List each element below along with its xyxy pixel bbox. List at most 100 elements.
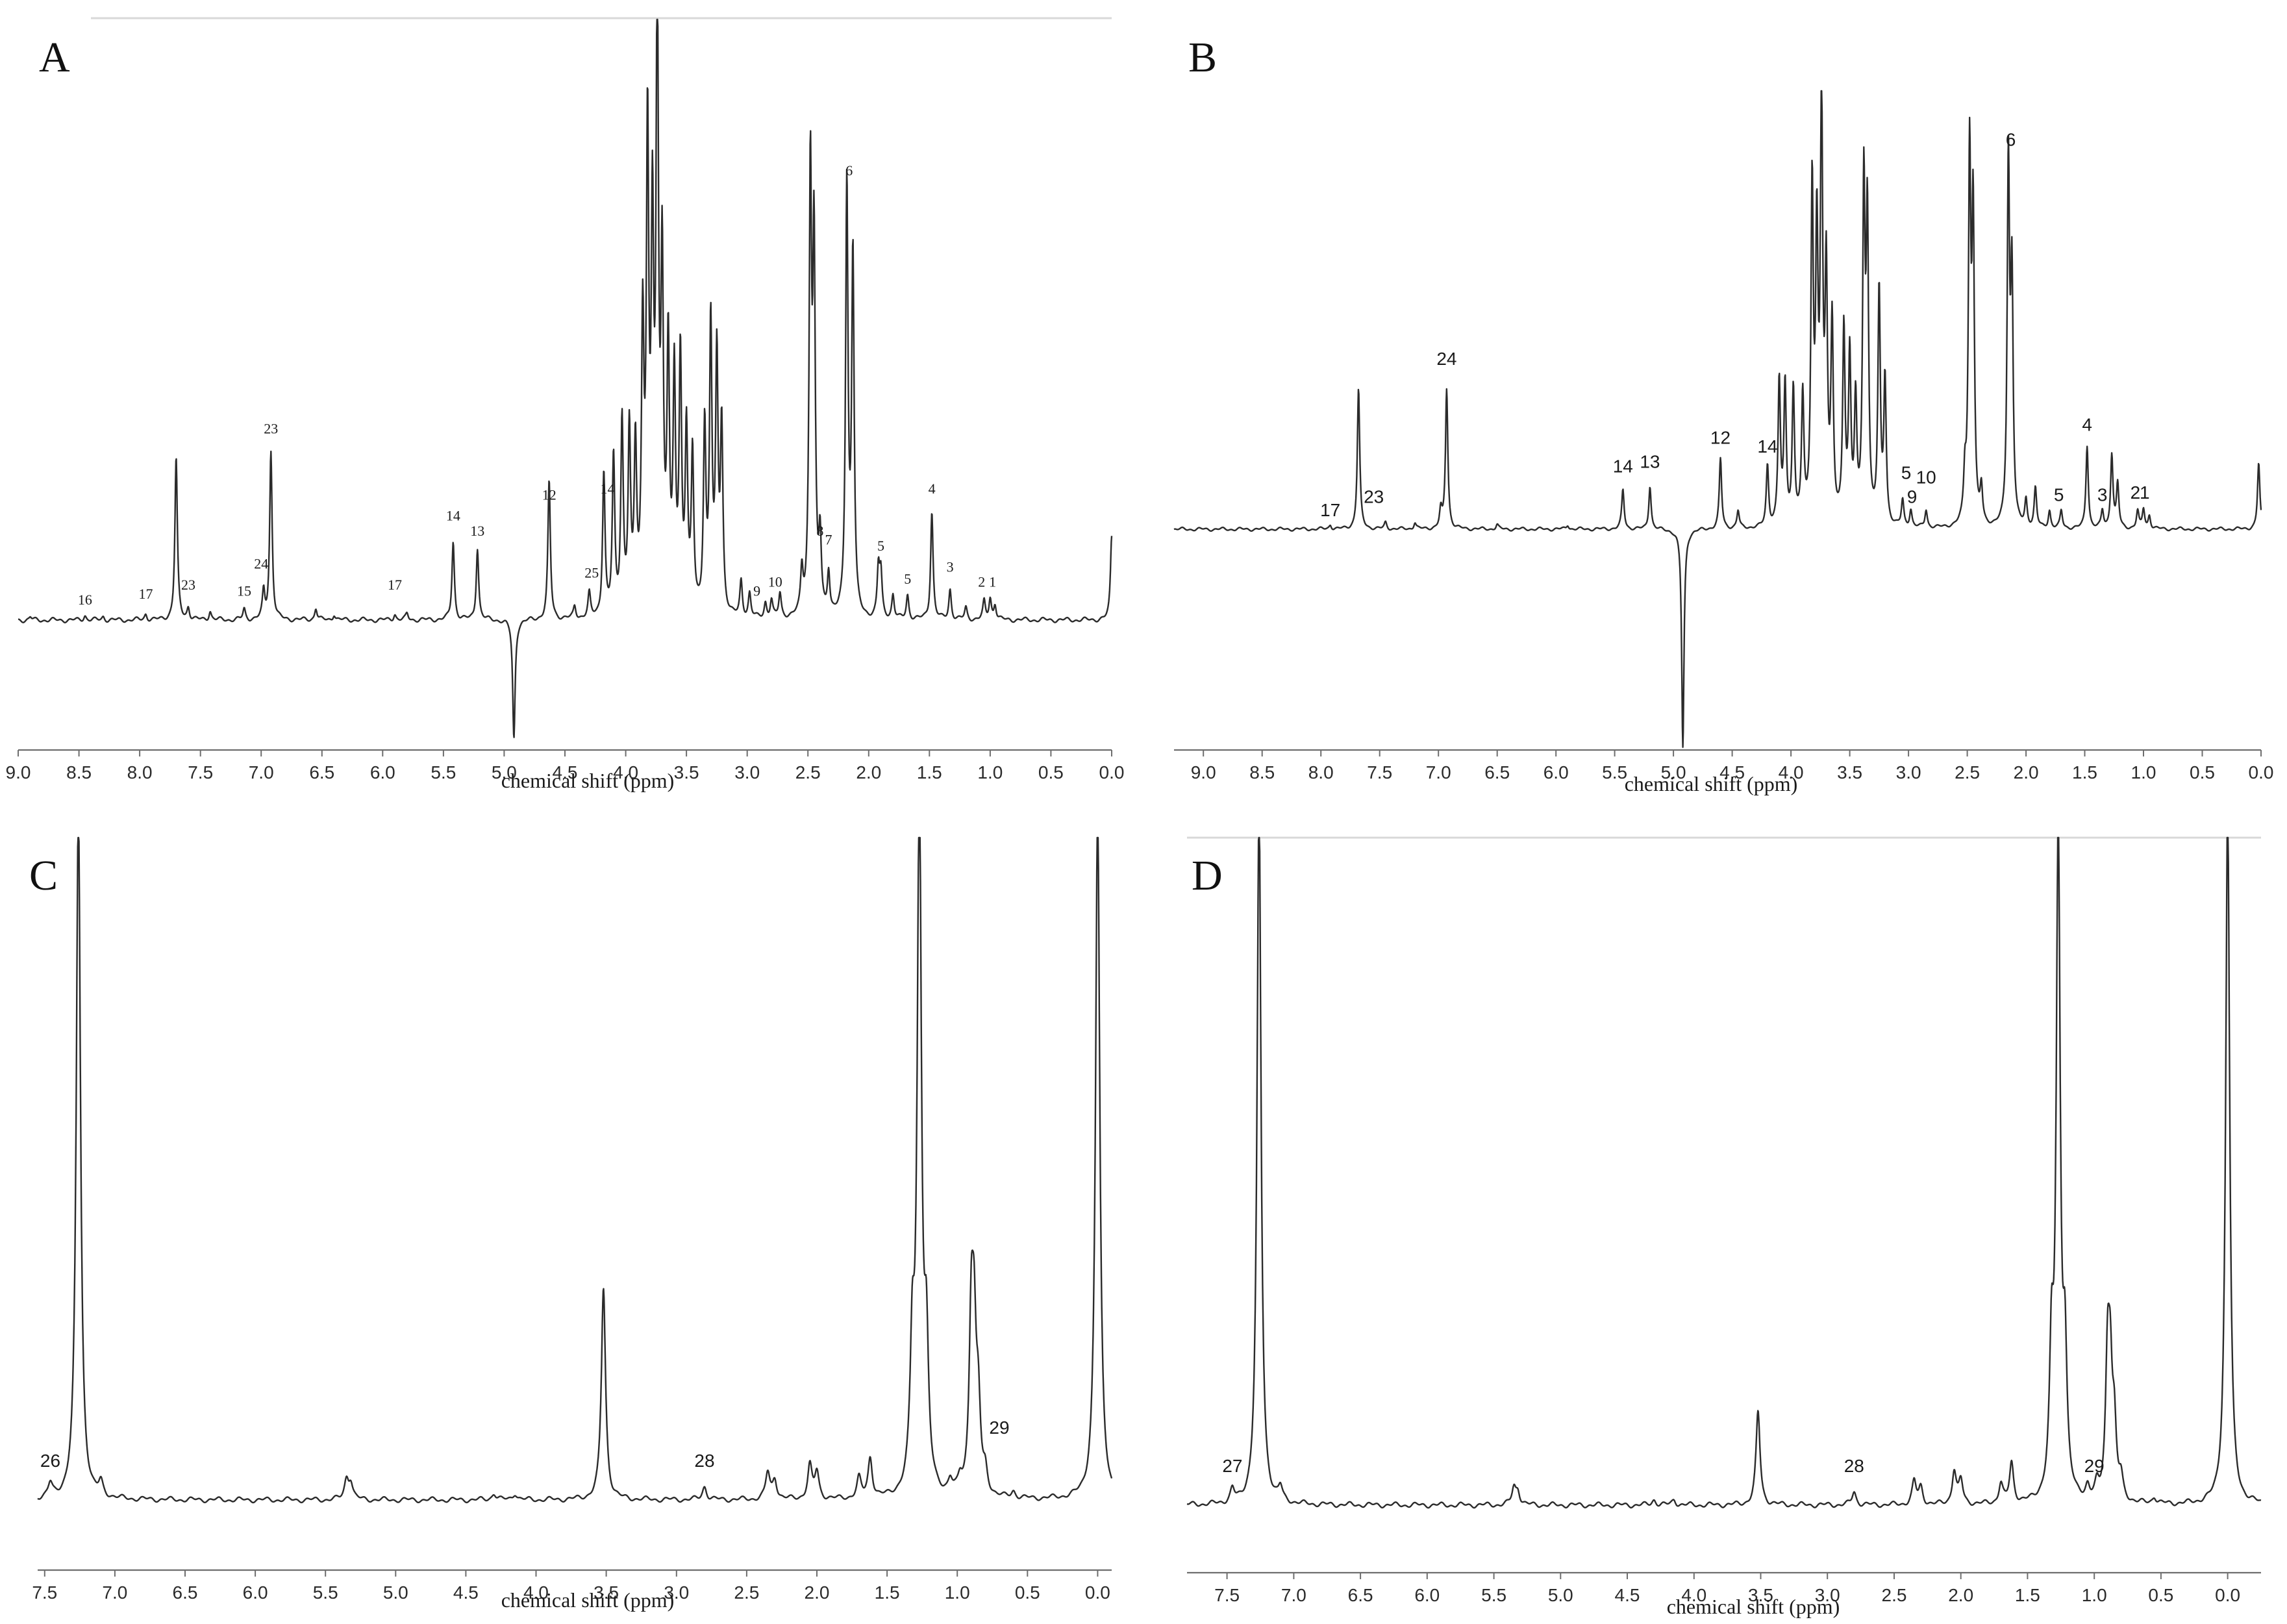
peak-label: 3	[947, 558, 954, 575]
x-tick-label: 3.0	[734, 762, 760, 782]
x-tick-label: 2.0	[856, 762, 881, 782]
peak-label: 16	[78, 592, 92, 608]
spectrum-line	[1173, 90, 2262, 748]
peak-label: 23	[264, 421, 278, 437]
peak-label: 10	[1916, 467, 1936, 487]
x-tick-label: 0.5	[2190, 762, 2215, 782]
x-tick-label: 0.5	[1015, 1582, 1040, 1603]
x-tick-label: 8.5	[1249, 762, 1275, 782]
x-tick-label: 5.0	[1548, 1585, 1573, 1605]
x-tick-label: 3.0	[1815, 1585, 1840, 1605]
x-tick-label: 3.5	[1748, 1585, 1773, 1605]
x-tick-label: 6.0	[1414, 1585, 1440, 1605]
peak-label: 12	[1710, 428, 1731, 448]
peak-label: 27	[1222, 1456, 1242, 1476]
x-tick-label: 4.5	[1719, 762, 1745, 782]
x-tick-label: 0.0	[2215, 1585, 2240, 1605]
x-tick-label: 8.5	[66, 762, 92, 782]
x-tick-label: 1.5	[917, 762, 942, 782]
peak-label: 26	[40, 1451, 60, 1471]
x-tick-label: 7.5	[1367, 762, 1392, 782]
x-tick-label: 8.0	[127, 762, 153, 782]
x-tick-label: 0.0	[1099, 762, 1125, 782]
x-tick-label: 4.0	[613, 762, 638, 782]
x-tick-label: 1.0	[2131, 762, 2156, 782]
peak-label: 2	[978, 573, 985, 590]
x-tick-label: 2.0	[805, 1582, 830, 1603]
x-tick-label: 3.0	[664, 1582, 689, 1603]
x-axis-title: chemical shift (ppm)	[501, 769, 675, 792]
x-tick-label: 3.5	[594, 1582, 619, 1603]
spectrum-line	[1186, 836, 2262, 1509]
x-tick-label: 7.5	[32, 1582, 57, 1603]
peak-label: 13	[470, 523, 484, 539]
x-tick-label: 2.5	[734, 1582, 759, 1603]
peak-label: 17	[139, 586, 153, 602]
x-tick-label: 9.0	[1191, 762, 1216, 782]
x-tick-label: 7.0	[102, 1582, 127, 1603]
x-tick-label: 1.0	[2082, 1585, 2107, 1605]
x-tick-label: 3.5	[674, 762, 699, 782]
peak-label: 14	[446, 508, 460, 524]
peak-label: 24	[1436, 349, 1456, 369]
panel-letter: A	[39, 34, 70, 81]
peak-label: 5	[877, 538, 884, 554]
panel-letter: B	[1188, 34, 1217, 81]
peak-label: 5	[904, 571, 911, 587]
x-tick-label: 8.0	[1308, 762, 1334, 782]
spectrum-line	[18, 18, 1113, 738]
x-tick-label: 0.5	[1038, 762, 1064, 782]
x-tick-label: 5.5	[431, 762, 456, 782]
x-tick-label: 9.0	[6, 762, 31, 782]
x-tick-label: 6.5	[1348, 1585, 1373, 1605]
x-axis-title: chemical shift (ppm)	[1625, 772, 1798, 795]
x-tick-label: 7.5	[1214, 1585, 1240, 1605]
peak-label: 4	[2082, 414, 2092, 434]
x-tick-label: 7.0	[1426, 762, 1451, 782]
peak-label: 10	[768, 573, 782, 590]
peak-label: 1	[989, 573, 996, 590]
x-tick-label: 4.5	[553, 762, 578, 782]
x-tick-label: 5.0	[1661, 762, 1686, 782]
peak-label: 29	[2084, 1456, 2105, 1476]
peak-label: 17	[388, 577, 402, 593]
x-tick-label: 5.5	[1602, 762, 1627, 782]
x-tick-label: 6.5	[1484, 762, 1510, 782]
x-tick-label: 5.0	[383, 1582, 408, 1603]
x-tick-label: 1.5	[2015, 1585, 2040, 1605]
x-tick-label: 4.0	[1681, 1585, 1706, 1605]
x-tick-label: 3.5	[1837, 762, 1862, 782]
x-tick-label: 2.5	[1955, 762, 1980, 782]
x-tick-label: 1.0	[945, 1582, 970, 1603]
x-tick-label: 0.0	[2249, 762, 2274, 782]
peak-label: 3	[2097, 484, 2108, 505]
x-tick-label: 6.5	[173, 1582, 198, 1603]
peak-label: 8	[816, 523, 823, 539]
x-tick-label: 7.5	[188, 762, 213, 782]
peak-label: 14	[1757, 436, 1777, 456]
peak-label: 1	[2140, 482, 2150, 503]
panel-b: 17 23 24 14 13 12 14 5 910 6 5 4 3 21 9.0 8.5 8.0 7.5 7.0 6…	[1173, 34, 2274, 795]
peak-label: 15	[237, 582, 251, 599]
peak-label: 28	[694, 1451, 714, 1471]
x-tick-label: 3.0	[1896, 762, 1921, 782]
peak-label: 29	[989, 1418, 1009, 1438]
peak-label: 12	[542, 486, 556, 503]
peak-label: 24	[254, 556, 268, 572]
x-tick-label: 2.0	[2014, 762, 2039, 782]
peak-label: 4	[929, 481, 936, 497]
peak-label: 13	[1640, 452, 1660, 472]
x-tick-label: 6.0	[243, 1582, 268, 1603]
peak-label: 23	[181, 577, 195, 593]
spectrum-line	[37, 836, 1113, 1504]
x-tick-label: 1.5	[875, 1582, 900, 1603]
x-tick-label: 5.0	[492, 762, 517, 782]
panel-c: 26 28 29 7.5 7.0 6.5 6.0 5.5 5.0 4.5 4.0 3.5 3.0 2.5 2…	[29, 836, 1113, 1612]
x-tick-label: 7.0	[1281, 1585, 1306, 1605]
peak-label: 6	[2006, 130, 2016, 150]
x-tick-label: 0.0	[1085, 1582, 1110, 1603]
x-axis-title: chemical shift (ppm)	[1667, 1595, 1840, 1618]
panel-letter: D	[1192, 852, 1223, 899]
